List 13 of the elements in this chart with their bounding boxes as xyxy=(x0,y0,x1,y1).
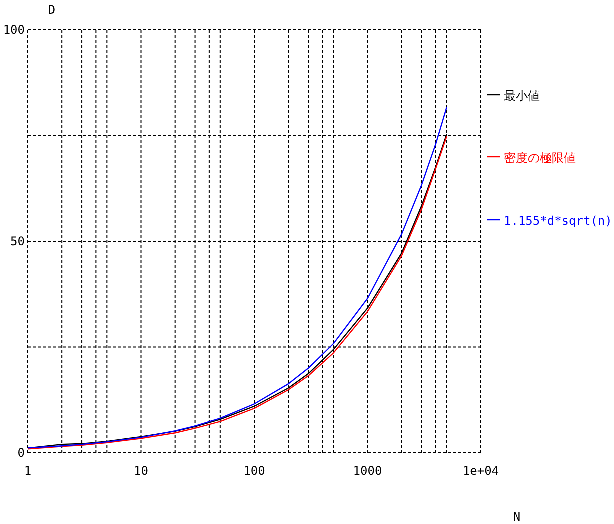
x-tick-label: 10 xyxy=(134,464,148,478)
x-axis-title: N xyxy=(513,510,521,524)
x-tick-label: 1000 xyxy=(353,464,382,478)
y-axis-title: D xyxy=(48,3,56,17)
legend-label: 最小値 xyxy=(504,89,540,103)
y-tick-label: 0 xyxy=(18,446,25,460)
y-tick-label: 50 xyxy=(10,234,25,248)
legend-label: 1.155*d*sqrt(n) xyxy=(504,214,612,228)
x-tick-label: 1e+04 xyxy=(462,464,500,478)
x-tick-label: 1 xyxy=(24,464,32,478)
y-tick-label: 100 xyxy=(3,23,25,37)
x-tick-label: 100 xyxy=(244,464,266,478)
legend-label: 密度の極限値 xyxy=(504,151,576,165)
